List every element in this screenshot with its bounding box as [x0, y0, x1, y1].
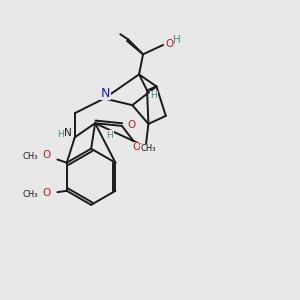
Text: H: H	[172, 34, 180, 45]
Text: O: O	[127, 120, 135, 130]
Text: CH₃: CH₃	[23, 190, 38, 199]
Text: O: O	[166, 39, 174, 49]
Text: CH₃: CH₃	[141, 144, 156, 153]
Text: O: O	[43, 150, 51, 160]
Text: O: O	[43, 188, 51, 199]
Text: H: H	[150, 91, 157, 100]
Text: CH₃: CH₃	[23, 152, 38, 160]
Text: O: O	[133, 142, 141, 152]
Text: N: N	[64, 128, 72, 138]
Text: N: N	[101, 87, 110, 100]
Text: H: H	[106, 131, 113, 140]
Text: H: H	[57, 130, 64, 139]
